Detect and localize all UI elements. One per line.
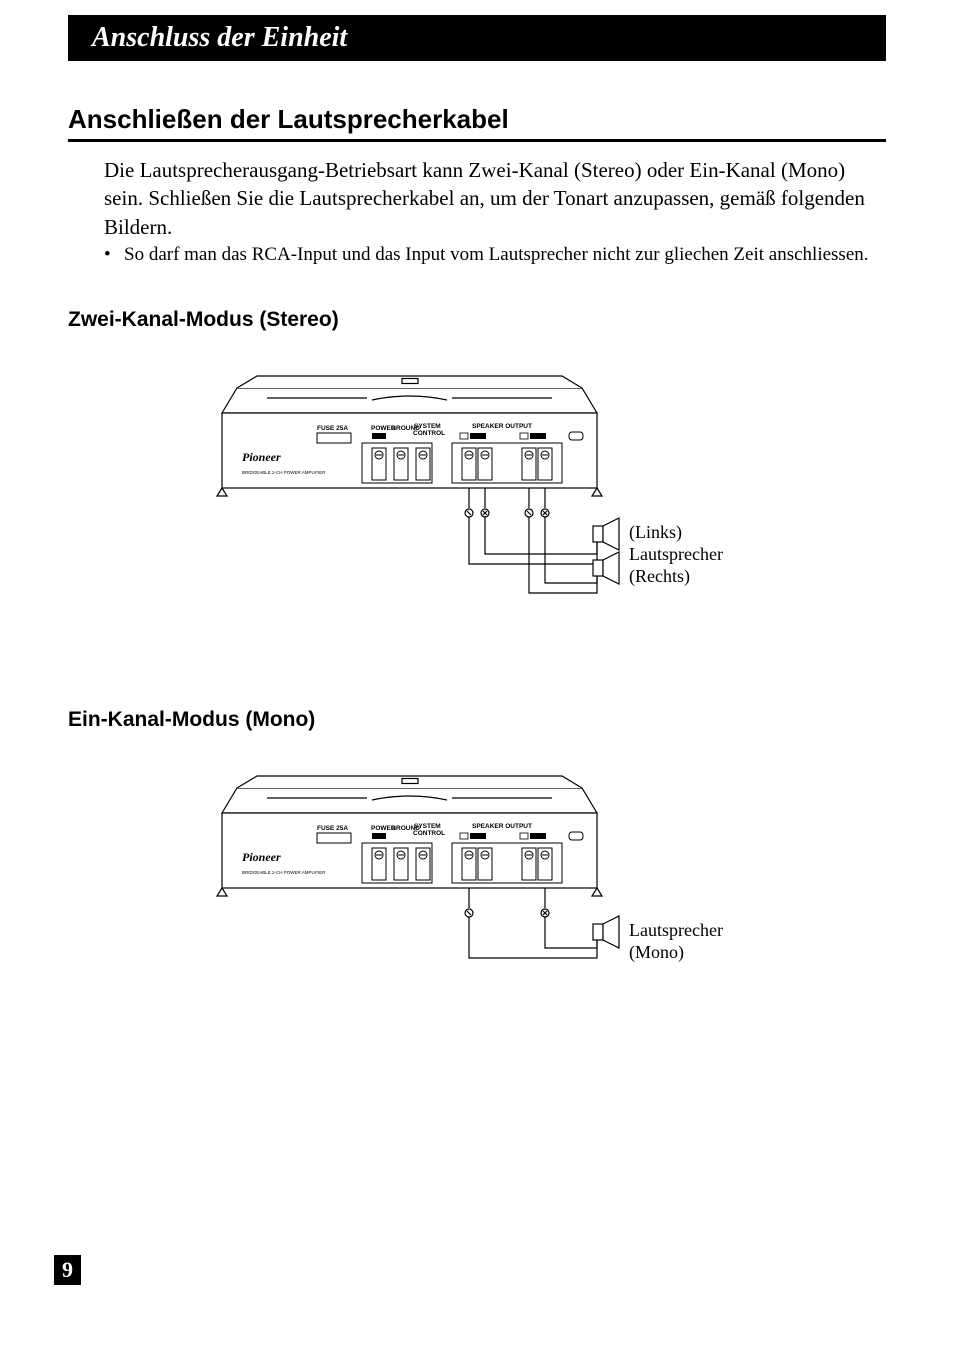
- mono-diagram-wrap: Pioneer BRIDGEABLE 2-CH POWER AMPLIFIER …: [68, 758, 886, 998]
- stereo-diagram: Pioneer BRIDGEABLE 2-CH POWER AMPLIFIER …: [167, 358, 787, 618]
- subheading-stereo: Zwei-Kanal-Modus (Stereo): [68, 308, 886, 332]
- intro-paragraph: Die Lautsprecherausgang-Betriebsart kann…: [104, 156, 886, 241]
- svg-text:BRIDGEABLE 2-CH POWER AMPLIFIE: BRIDGEABLE 2-CH POWER AMPLIFIER: [242, 870, 326, 875]
- chapter-title: Anschluss der Einheit: [92, 22, 347, 54]
- stereo-diagram-wrap: Pioneer BRIDGEABLE 2-CH POWER AMPLIFIER …: [68, 358, 886, 618]
- label-mono-speaker: Lautsprecher: [629, 920, 723, 940]
- svg-text:SPEAKER OUTPUT: SPEAKER OUTPUT: [472, 823, 532, 830]
- page-content: Anschließen der Lautsprecherkabel Die La…: [68, 104, 886, 998]
- svg-text:FUSE 25A: FUSE 25A: [317, 425, 348, 432]
- svg-text:SPEAKER OUTPUT: SPEAKER OUTPUT: [472, 423, 532, 430]
- bullet-item: • So darf man das RCA-Input und das Inpu…: [104, 243, 886, 268]
- label-links: (Links): [629, 522, 682, 543]
- label-mono: (Mono): [629, 942, 684, 963]
- chapter-banner: Anschluss der Einheit: [68, 15, 886, 61]
- svg-text:CONTROL: CONTROL: [413, 430, 445, 437]
- svg-text:BRIDGEABLE 2-CH POWER AMPLIFIE: BRIDGEABLE 2-CH POWER AMPLIFIER: [242, 470, 326, 475]
- bullet-marker: •: [104, 243, 124, 268]
- page-number: 9: [54, 1255, 81, 1285]
- svg-text:Pioneer: Pioneer: [242, 850, 281, 864]
- svg-text:CONTROL: CONTROL: [413, 830, 445, 837]
- svg-text:FUSE 25A: FUSE 25A: [317, 825, 348, 832]
- svg-text:SYSTEM: SYSTEM: [414, 423, 441, 430]
- subheading-mono: Ein-Kanal-Modus (Mono): [68, 708, 886, 732]
- label-lautsprecher: Lautsprecher: [629, 544, 723, 564]
- svg-text:SYSTEM: SYSTEM: [414, 823, 441, 830]
- section-title: Anschließen der Lautsprecherkabel: [68, 104, 886, 142]
- label-rechts: (Rechts): [629, 566, 690, 587]
- mono-diagram: Pioneer BRIDGEABLE 2-CH POWER AMPLIFIER …: [167, 758, 787, 998]
- svg-text:Pioneer: Pioneer: [242, 450, 281, 464]
- bullet-text: So darf man das RCA-Input und das Input …: [124, 243, 886, 268]
